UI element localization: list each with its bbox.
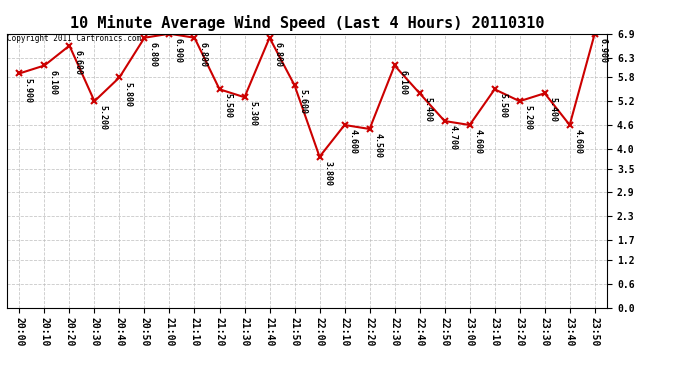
Text: 5.500: 5.500 [499, 93, 508, 118]
Text: 5.500: 5.500 [224, 93, 233, 118]
Text: 6.800: 6.800 [199, 42, 208, 67]
Text: 6.900: 6.900 [599, 38, 608, 63]
Text: 5.800: 5.800 [124, 81, 132, 106]
Text: 5.300: 5.300 [248, 101, 257, 126]
Text: 4.500: 4.500 [374, 133, 383, 158]
Text: 5.900: 5.900 [23, 78, 32, 103]
Text: 6.900: 6.900 [174, 38, 183, 63]
Title: 10 Minute Average Wind Speed (Last 4 Hours) 20110310: 10 Minute Average Wind Speed (Last 4 Hou… [70, 15, 544, 31]
Text: 5.200: 5.200 [524, 105, 533, 130]
Text: 5.600: 5.600 [299, 90, 308, 114]
Text: 5.400: 5.400 [424, 98, 433, 122]
Text: 4.600: 4.600 [474, 129, 483, 154]
Text: 3.800: 3.800 [324, 161, 333, 186]
Text: Copyright 2011 Cartronics.com: Copyright 2011 Cartronics.com [7, 34, 141, 43]
Text: 6.800: 6.800 [148, 42, 157, 67]
Text: 6.100: 6.100 [399, 70, 408, 94]
Text: 6.800: 6.800 [274, 42, 283, 67]
Text: 6.600: 6.600 [74, 50, 83, 75]
Text: 5.400: 5.400 [549, 98, 558, 122]
Text: 5.200: 5.200 [99, 105, 108, 130]
Text: 4.600: 4.600 [348, 129, 357, 154]
Text: 4.600: 4.600 [574, 129, 583, 154]
Text: 4.700: 4.700 [448, 125, 457, 150]
Text: 6.100: 6.100 [48, 70, 57, 94]
